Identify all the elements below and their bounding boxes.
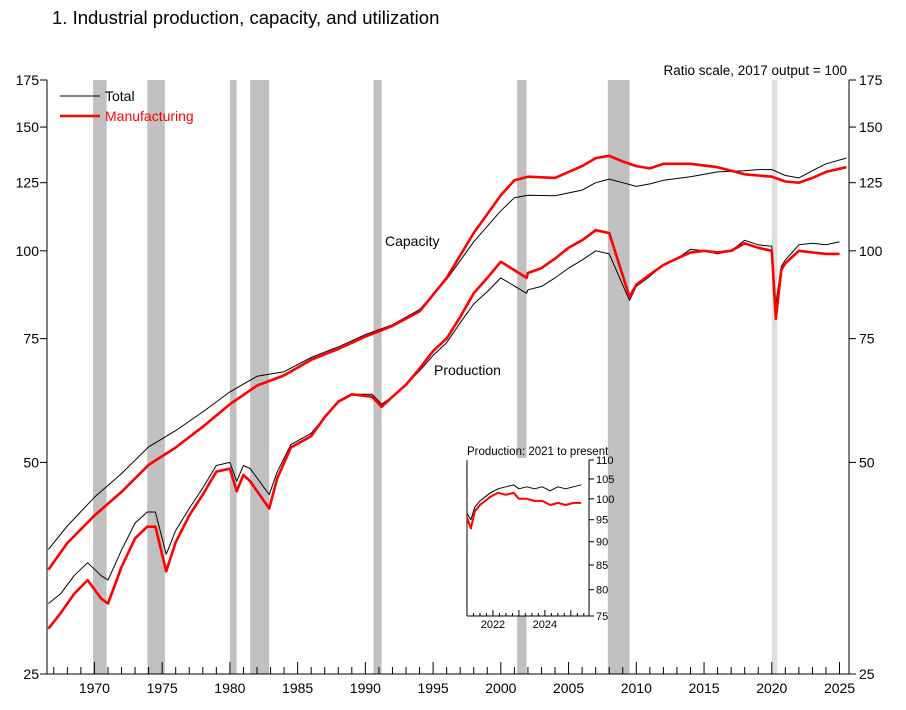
axes: 25 25 50 50 75 75 100 100 125 125 150 150 175 175 1970… bbox=[16, 72, 883, 696]
x-tick-label: 1985 bbox=[282, 680, 313, 696]
series-lines bbox=[47, 154, 847, 630]
inset-ticks: 75 80 85 90 95 100 105 110 2022 2024 bbox=[466, 455, 614, 631]
y-tick-label-right: 50 bbox=[859, 454, 875, 470]
x-tick-label: 2025 bbox=[824, 680, 855, 696]
inset-x-tick-label: 2024 bbox=[533, 619, 557, 631]
y-tick-label-right: 100 bbox=[859, 243, 883, 259]
recession-band bbox=[517, 80, 527, 674]
x-tick-label: 1990 bbox=[350, 680, 381, 696]
production-label: Production bbox=[434, 362, 501, 378]
y-tick-label-left: 150 bbox=[16, 119, 40, 135]
inset-y-tick-label: 105 bbox=[596, 474, 614, 486]
x-tick-label: 2010 bbox=[621, 680, 652, 696]
inset-y-tick-label: 85 bbox=[596, 560, 608, 572]
x-tick-label: 2000 bbox=[485, 680, 516, 696]
scale-note: Ratio scale, 2017 output = 100 bbox=[663, 63, 847, 78]
x-tick-label: 1970 bbox=[79, 680, 110, 696]
inset-y-tick-label: 90 bbox=[596, 537, 608, 549]
manufacturing-production-line bbox=[47, 228, 840, 630]
legend-total-label: Total bbox=[105, 88, 135, 104]
recession-band bbox=[147, 80, 165, 674]
inset-x-tick-label: 2022 bbox=[481, 619, 505, 631]
y-tick-label-right: 175 bbox=[859, 72, 883, 88]
y-tick-label-left: 175 bbox=[16, 72, 40, 88]
recession-band bbox=[250, 80, 270, 674]
y-tick-label-right: 25 bbox=[859, 666, 875, 682]
x-tick-label: 2005 bbox=[553, 680, 584, 696]
total-capacity-line bbox=[48, 157, 847, 550]
x-tick-label: 2020 bbox=[756, 680, 787, 696]
x-tick-label: 2015 bbox=[688, 680, 719, 696]
y-tick-label-left: 100 bbox=[16, 243, 40, 259]
annotations: Ratio scale, 2017 output = 100 Capacity … bbox=[385, 63, 847, 378]
inset-total-line bbox=[466, 484, 582, 521]
x-tick-label: 1995 bbox=[418, 680, 449, 696]
recession-band bbox=[93, 80, 107, 674]
recession-band bbox=[771, 80, 778, 674]
inset-chart: Production: 2021 to present 75 80 85 90 95 10… bbox=[465, 446, 614, 631]
inset-title: Production: 2021 to present bbox=[467, 446, 609, 458]
inset-background bbox=[465, 458, 589, 616]
x-tick-label: 1975 bbox=[147, 680, 178, 696]
inset-y-tick-label: 75 bbox=[596, 611, 608, 623]
inset-y-tick-label: 80 bbox=[596, 585, 608, 597]
legend-manufacturing-label: Manufacturing bbox=[105, 108, 194, 124]
total-production-line bbox=[48, 239, 840, 604]
recession-band bbox=[229, 80, 237, 674]
manufacturing-capacity-line bbox=[47, 154, 847, 571]
y-tick-label-right: 75 bbox=[859, 331, 875, 347]
chart-title: 1. Industrial production, capacity, and … bbox=[52, 7, 440, 28]
inset-series-lines bbox=[466, 484, 582, 530]
y-tick-label-left: 125 bbox=[16, 175, 40, 191]
recession-band bbox=[607, 80, 630, 674]
legend: Total Manufacturing bbox=[60, 88, 194, 124]
y-tick-label-left: 75 bbox=[23, 331, 39, 347]
y-tick-label-right: 125 bbox=[859, 175, 883, 191]
inset-y-tick-label: 100 bbox=[596, 494, 614, 506]
y-tick-label-left: 50 bbox=[23, 454, 39, 470]
inset-y-tick-label: 95 bbox=[596, 515, 608, 527]
inset-y-tick-label: 110 bbox=[596, 455, 614, 467]
y-tick-label-right: 150 bbox=[859, 119, 883, 135]
y-tick-label-left: 25 bbox=[23, 666, 39, 682]
inset-manufacturing-line bbox=[466, 491, 582, 530]
recession-band bbox=[373, 80, 382, 674]
capacity-label: Capacity bbox=[385, 233, 439, 249]
x-tick-label: 1980 bbox=[214, 680, 245, 696]
